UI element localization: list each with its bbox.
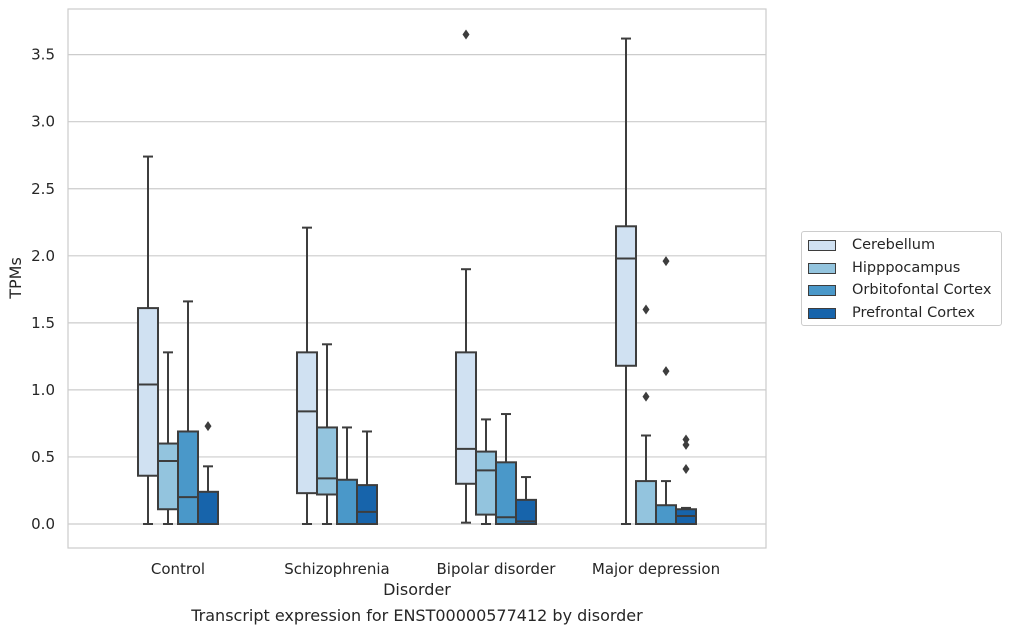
- box-prefrontal-cortex: [356, 430, 378, 525]
- y-axis-ticks: 0.0 0.5 1.0 1.5 2.0 2.5 3.0 3.5: [31, 46, 55, 533]
- legend-item-orbitofrontal-cortex: Orbitofontal Cortex: [808, 281, 991, 299]
- legend-item-cerebellum: Cerebellum: [808, 236, 935, 254]
- plot-area: [67, 8, 767, 549]
- box-prefrontal-cortex: [675, 434, 697, 525]
- box-body: [197, 490, 219, 526]
- legend-swatch: [808, 239, 836, 251]
- box-plot-series: [137, 29, 697, 526]
- box-body: [137, 307, 159, 477]
- y-tick-label: 2.0: [31, 247, 55, 265]
- box-hipppocampus: [475, 418, 497, 525]
- box-body: [455, 351, 477, 485]
- legend-label: Cerebellum: [852, 237, 936, 253]
- box-body: [475, 450, 497, 516]
- box-orbitofontal-cortex: [336, 426, 358, 526]
- legend-item-prefrontal-cortex: Prefrontal Cortex: [808, 304, 975, 322]
- outlier-point: [662, 366, 670, 377]
- legend-item-hippocampus: Hipppocampus: [808, 259, 960, 277]
- box-body: [177, 430, 199, 526]
- outlier-point: [642, 304, 650, 315]
- y-tick-label: 3.5: [31, 46, 55, 64]
- y-tick-label: 1.5: [31, 314, 55, 332]
- x-tick-label: Bipolar disorder: [437, 560, 557, 578]
- outlier-point: [682, 439, 690, 450]
- box-hipppocampus: [316, 343, 338, 525]
- box-body: [296, 351, 318, 495]
- x-axis-ticks: Control Schizophrenia Bipolar disorder Majo…: [151, 560, 720, 578]
- y-tick-label: 0.5: [31, 448, 55, 466]
- box-body: [655, 504, 677, 526]
- legend-swatch: [808, 307, 836, 319]
- y-axis-label: TPMs: [6, 257, 25, 300]
- box-body: [157, 442, 179, 511]
- legend-swatch: [808, 284, 836, 296]
- box-prefrontal-cortex: [197, 421, 219, 526]
- box-hipppocampus: [157, 351, 179, 525]
- box-hipppocampus: [635, 304, 657, 526]
- legend-label: Prefrontal Cortex: [852, 305, 975, 321]
- box-body: [615, 225, 637, 367]
- y-tick-label: 2.5: [31, 180, 55, 198]
- figure-caption: Transcript expression for ENST0000057741…: [191, 606, 643, 625]
- box-body: [515, 498, 537, 525]
- box-body: [635, 480, 657, 526]
- box-cerebellum: [455, 29, 477, 524]
- y-tick-label: 3.0: [31, 113, 55, 131]
- box-cerebellum: [615, 37, 637, 525]
- box-orbitofontal-cortex: [495, 413, 517, 525]
- box-cerebellum: [296, 226, 318, 525]
- x-tick-label: Schizophrenia: [284, 560, 389, 578]
- box-cerebellum: [137, 155, 159, 525]
- box-body: [316, 426, 338, 496]
- box-prefrontal-cortex: [515, 476, 537, 525]
- outlier-point: [662, 256, 670, 267]
- legend-swatch: [808, 262, 836, 274]
- box-body: [356, 484, 378, 525]
- outlier-point: [682, 464, 690, 475]
- x-tick-label: Major depression: [592, 560, 720, 578]
- outlier-point: [682, 434, 690, 445]
- box-body: [336, 478, 358, 526]
- box-orbitofontal-cortex: [177, 300, 199, 526]
- legend-label: Orbitofontal Cortex: [852, 282, 992, 298]
- y-tick-label: 1.0: [31, 381, 55, 399]
- outlier-point: [462, 29, 470, 40]
- x-axis-label: Disorder: [383, 580, 451, 599]
- legend-label: Hipppocampus: [852, 260, 961, 276]
- x-tick-label: Control: [151, 560, 205, 578]
- box-body: [495, 461, 517, 525]
- legend: Cerebellum Hipppocampus Orbitofontal Cor…: [801, 231, 1002, 326]
- y-tick-label: 0.0: [31, 515, 55, 533]
- box-orbitofontal-cortex: [655, 256, 677, 526]
- outlier-point: [204, 421, 212, 432]
- outlier-point: [642, 391, 650, 402]
